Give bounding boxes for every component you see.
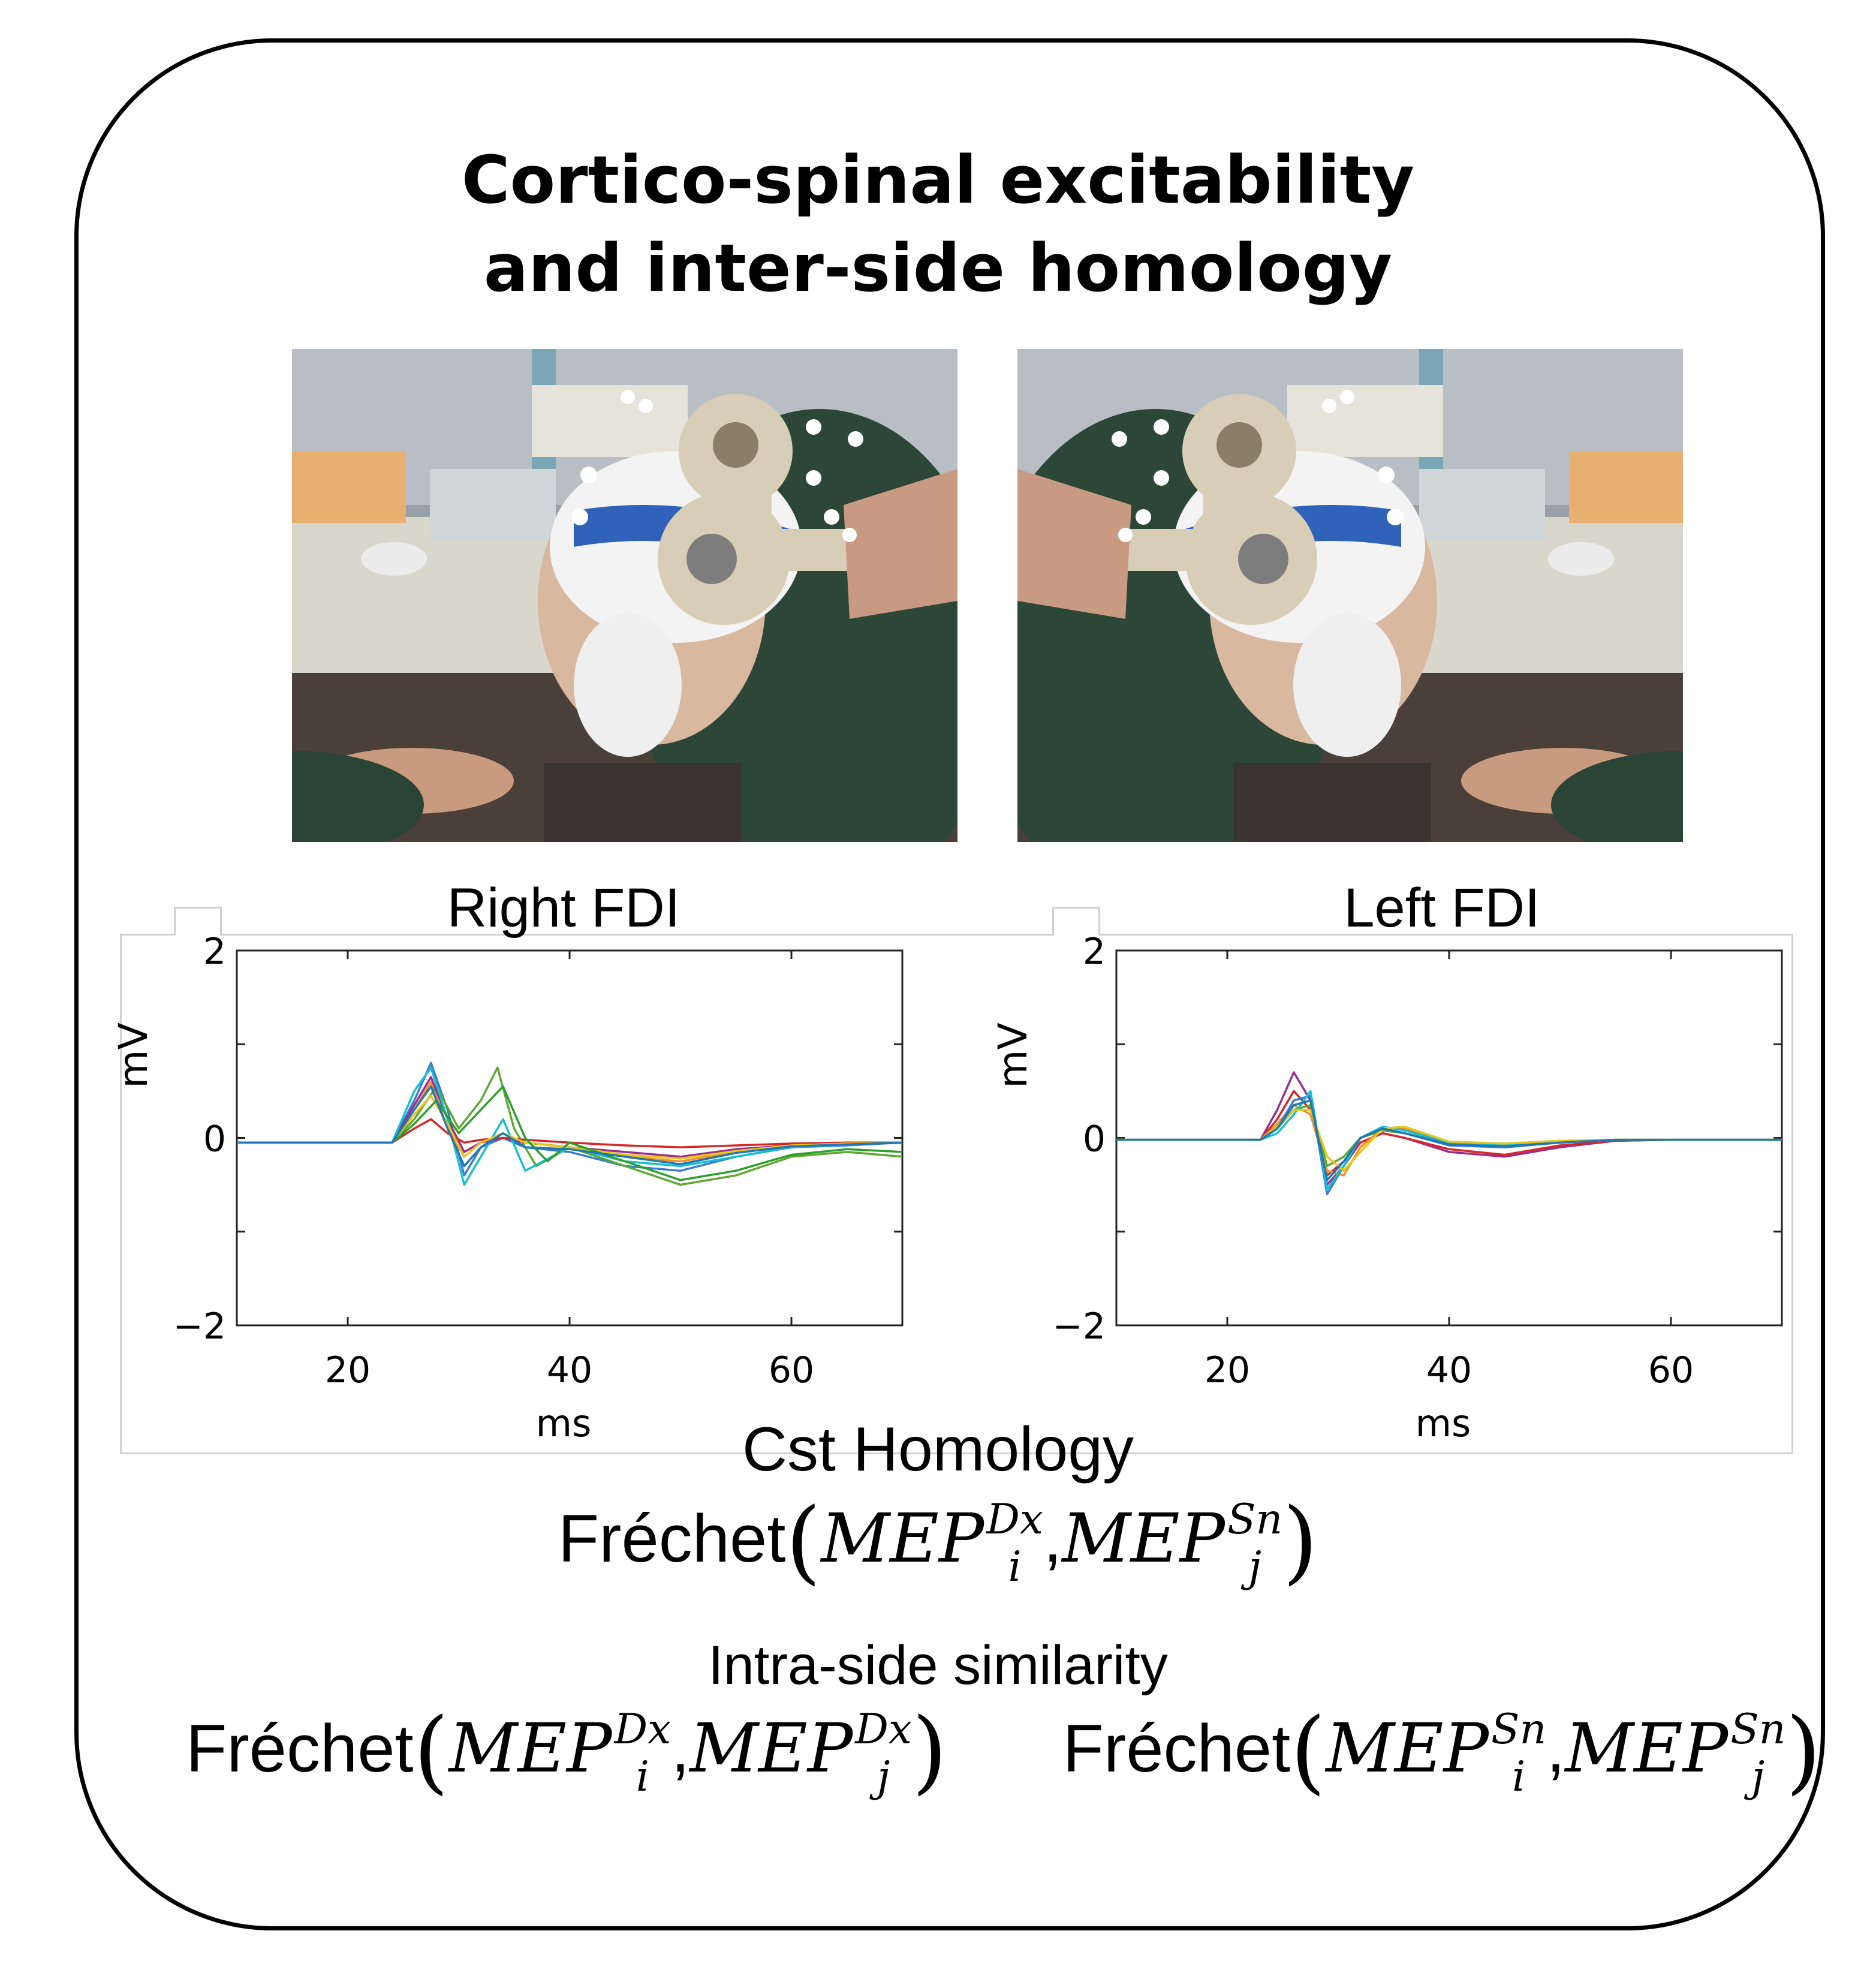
tms-photo-left xyxy=(292,349,957,842)
paren-open: ( xyxy=(785,1488,821,1594)
x-axis-label: ms xyxy=(1416,1401,1471,1445)
panel-notch-right xyxy=(1052,907,1100,936)
intra-dx-equation: Fréchet(MEP Dx i ,MEP Dx j) xyxy=(111,1697,1022,1806)
chart-0: Right FDI −2 0 2 20 40 60 ms mV xyxy=(110,877,904,1445)
intra-dx-term2-scripts: Dx j xyxy=(855,1709,912,1798)
mep-trace-2 xyxy=(237,1066,903,1186)
paren-close: ) xyxy=(912,1698,948,1804)
intra-sn-term1-sup: Sn xyxy=(1490,1705,1547,1754)
intra-dx-term2-sup: Dx xyxy=(855,1705,913,1754)
mep-trace-1 xyxy=(1116,1090,1782,1177)
y-tick-label: 0 xyxy=(203,1118,226,1160)
intra-sn-equation: Fréchet(MEP Sn i ,MEP Sn j) xyxy=(986,1697,1876,1806)
intra-sn-term2-sup: Sn xyxy=(1730,1705,1786,1754)
paren-close: ) xyxy=(1785,1698,1821,1804)
x-tick-label: 20 xyxy=(1205,1349,1250,1391)
homology-term2-sub: j xyxy=(1248,1543,1261,1592)
intra-sn-term1-scripts: Sn i xyxy=(1491,1709,1546,1798)
x-tick-label: 40 xyxy=(1426,1349,1472,1391)
x-tick-label: 60 xyxy=(769,1349,814,1391)
x-axis-label: ms xyxy=(536,1401,592,1445)
plots-panel xyxy=(120,934,1793,1454)
paren-open: ( xyxy=(1290,1698,1326,1804)
intra-sn-term2-sub: j xyxy=(1751,1753,1765,1801)
y-tick-label: 2 xyxy=(203,931,226,973)
y-tick-label: −2 xyxy=(173,1306,226,1348)
homology-fn: Fréchet xyxy=(558,1500,786,1576)
intra-sn-term2-scripts: Sn j xyxy=(1730,1709,1785,1798)
x-tick-label: 60 xyxy=(1648,1349,1694,1391)
intra-dx-term2: MEP xyxy=(689,1709,853,1788)
mep-trace-7 xyxy=(237,1085,903,1181)
tms-photo-right xyxy=(1017,349,1683,842)
homology-term1-sup: Dx xyxy=(986,1495,1044,1544)
intra-sn-sep: , xyxy=(1546,1710,1565,1786)
homology-term2: MEP xyxy=(1062,1499,1225,1578)
title-line-2: and inter-side homology xyxy=(483,230,1393,306)
intra-dx-term1-sub: i xyxy=(636,1753,649,1801)
homology-term1: MEP xyxy=(821,1499,984,1578)
intra-dx-term2-sub: j xyxy=(877,1753,890,1801)
tms-photo-left-illustration xyxy=(292,349,957,842)
cst-homology-heading: Cst Homology xyxy=(742,1415,1134,1484)
mep-trace-6 xyxy=(237,1094,903,1160)
intra-dx-fn: Fréchet xyxy=(185,1710,414,1786)
paren-close: ) xyxy=(1282,1488,1318,1594)
chart-1: Left FDI −2 0 2 20 40 60 ms mV xyxy=(990,877,1783,1445)
y-tick-label: −2 xyxy=(1053,1306,1106,1348)
homology-equation: Fréchet(MEP Dx i ,MEP Sn j) xyxy=(0,1487,1876,1596)
y-axis-label: mV xyxy=(990,1022,1036,1088)
y-axis-label: mV xyxy=(110,1022,156,1088)
chart-title: Right FDI xyxy=(447,877,680,939)
homology-term1-scripts: Dx i xyxy=(986,1499,1043,1589)
intra-sn-term1: MEP xyxy=(1326,1709,1489,1788)
intra-dx-term1-sup: Dx xyxy=(614,1705,671,1754)
homology-sep: , xyxy=(1043,1500,1062,1576)
rounded-frame xyxy=(74,38,1825,1930)
mep-trace-0 xyxy=(237,1061,903,1177)
x-tick-label: 40 xyxy=(547,1349,592,1391)
intra-sn-fn: Fréchet xyxy=(1062,1710,1291,1786)
homology-term2-sup: Sn xyxy=(1227,1495,1283,1544)
mep-trace-8 xyxy=(237,1085,903,1168)
x-tick-label: 20 xyxy=(325,1349,371,1391)
mep-trace-0 xyxy=(1116,1071,1782,1186)
y-tick-label: 2 xyxy=(1083,931,1106,973)
homology-term1-sub: i xyxy=(1008,1543,1022,1592)
intra-side-heading: Intra-side similarity xyxy=(708,1635,1168,1696)
axes-box xyxy=(236,949,904,1327)
mep-trace-4 xyxy=(237,1066,903,1186)
intra-sn-term2: MEP xyxy=(1565,1709,1729,1788)
chart-title: Left FDI xyxy=(1344,877,1540,939)
intra-dx-term1-scripts: Dx i xyxy=(614,1709,671,1798)
panel-notch-left xyxy=(174,907,222,936)
intra-sn-term1-sub: i xyxy=(1512,1753,1526,1801)
title-line-1: Cortico-spinal excitability xyxy=(461,142,1415,218)
intra-dx-sep: , xyxy=(671,1710,690,1786)
paren-open: ( xyxy=(413,1698,449,1804)
intra-dx-term1: MEP xyxy=(448,1709,612,1788)
axes-box xyxy=(1115,949,1783,1327)
y-tick-label: 0 xyxy=(1083,1118,1106,1160)
mep-trace-7 xyxy=(1116,1099,1782,1181)
homology-term2-scripts: Sn j xyxy=(1227,1499,1282,1589)
tms-photo-right-illustration xyxy=(1017,349,1683,842)
mep-trace-4 xyxy=(1116,1104,1782,1168)
